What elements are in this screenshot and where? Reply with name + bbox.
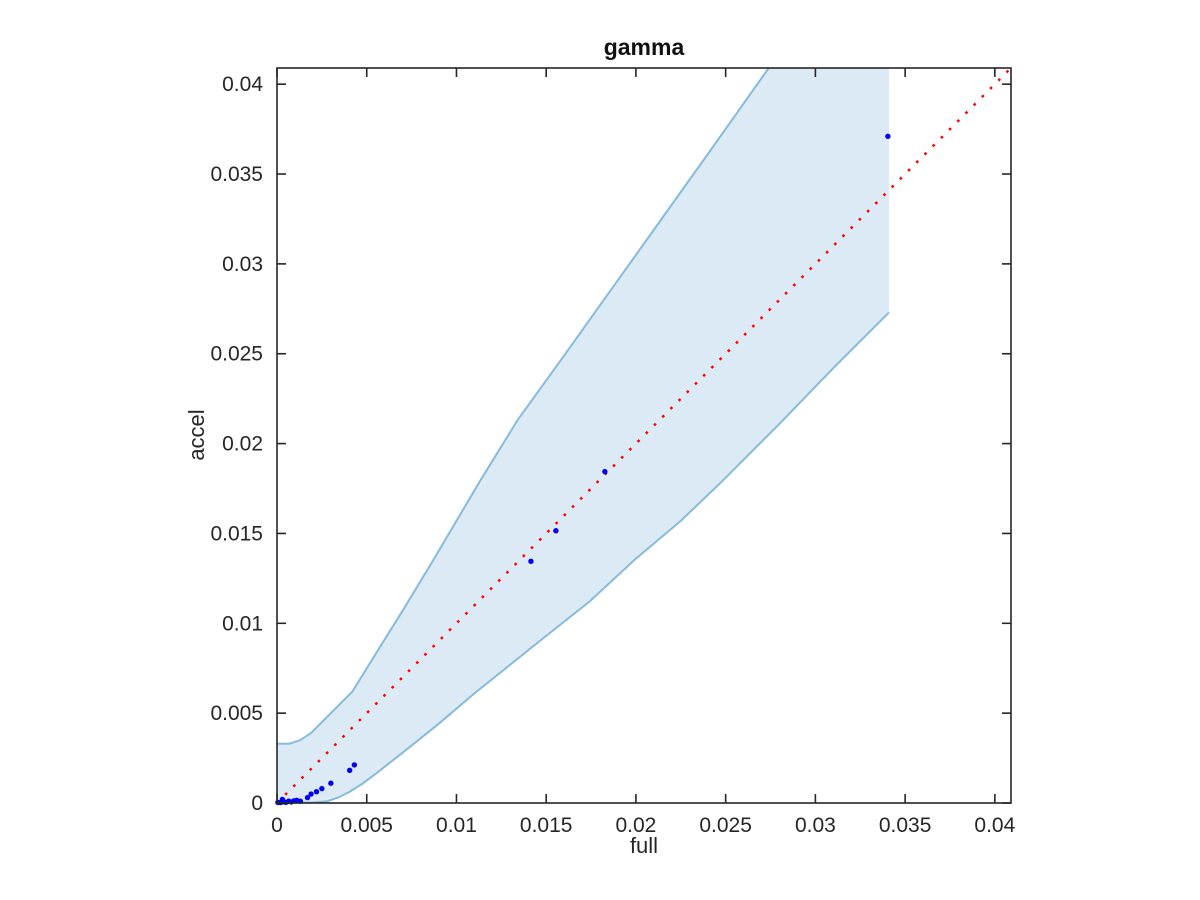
y-axis-label: accel xyxy=(184,409,209,461)
scatter-point xyxy=(308,791,314,797)
x-tick-label: 0.02 xyxy=(615,814,656,837)
x-tick-label: 0.03 xyxy=(795,814,836,837)
band-lower-edge xyxy=(276,311,890,804)
y-tick-label: 0.005 xyxy=(210,702,263,725)
axes-box xyxy=(276,67,1012,804)
x-tick-label: 0 xyxy=(271,814,283,837)
scatter-point xyxy=(328,780,334,786)
y-tick-label: 0 xyxy=(251,792,263,815)
y-tick-label: 0.015 xyxy=(210,522,263,545)
scatter-point xyxy=(885,133,891,139)
scatter-point xyxy=(346,767,353,773)
x-tick-label: 0.01 xyxy=(436,814,477,837)
scatter-point xyxy=(528,558,534,564)
scatter-point xyxy=(602,468,608,475)
x-tick-label: 0.035 xyxy=(879,814,932,837)
y-tick-label: 0.02 xyxy=(222,433,263,456)
scatter-point xyxy=(351,762,358,768)
x-tick-label: 0.04 xyxy=(974,814,1015,837)
confidence-band xyxy=(277,68,889,803)
x-tick-label: 0.005 xyxy=(340,814,393,837)
scatter-point xyxy=(304,794,311,801)
y-tick-label: 0.03 xyxy=(222,253,263,276)
y-tick-label: 0.01 xyxy=(222,612,263,635)
scatter-point xyxy=(319,785,325,792)
scatter-point xyxy=(279,796,286,803)
x-tick-label: 0.025 xyxy=(699,814,752,837)
band-upper-edge xyxy=(277,67,770,745)
y-tick-label: 0.04 xyxy=(222,73,263,96)
chart-title: gamma xyxy=(603,34,685,60)
x-tick-label: 0.015 xyxy=(520,814,573,837)
y-tick-label: 0.025 xyxy=(210,343,263,366)
scatter-point xyxy=(553,528,559,534)
x-axis-label: full xyxy=(629,833,659,858)
scatter-point xyxy=(313,788,320,795)
y-tick-label: 0.035 xyxy=(210,163,263,186)
